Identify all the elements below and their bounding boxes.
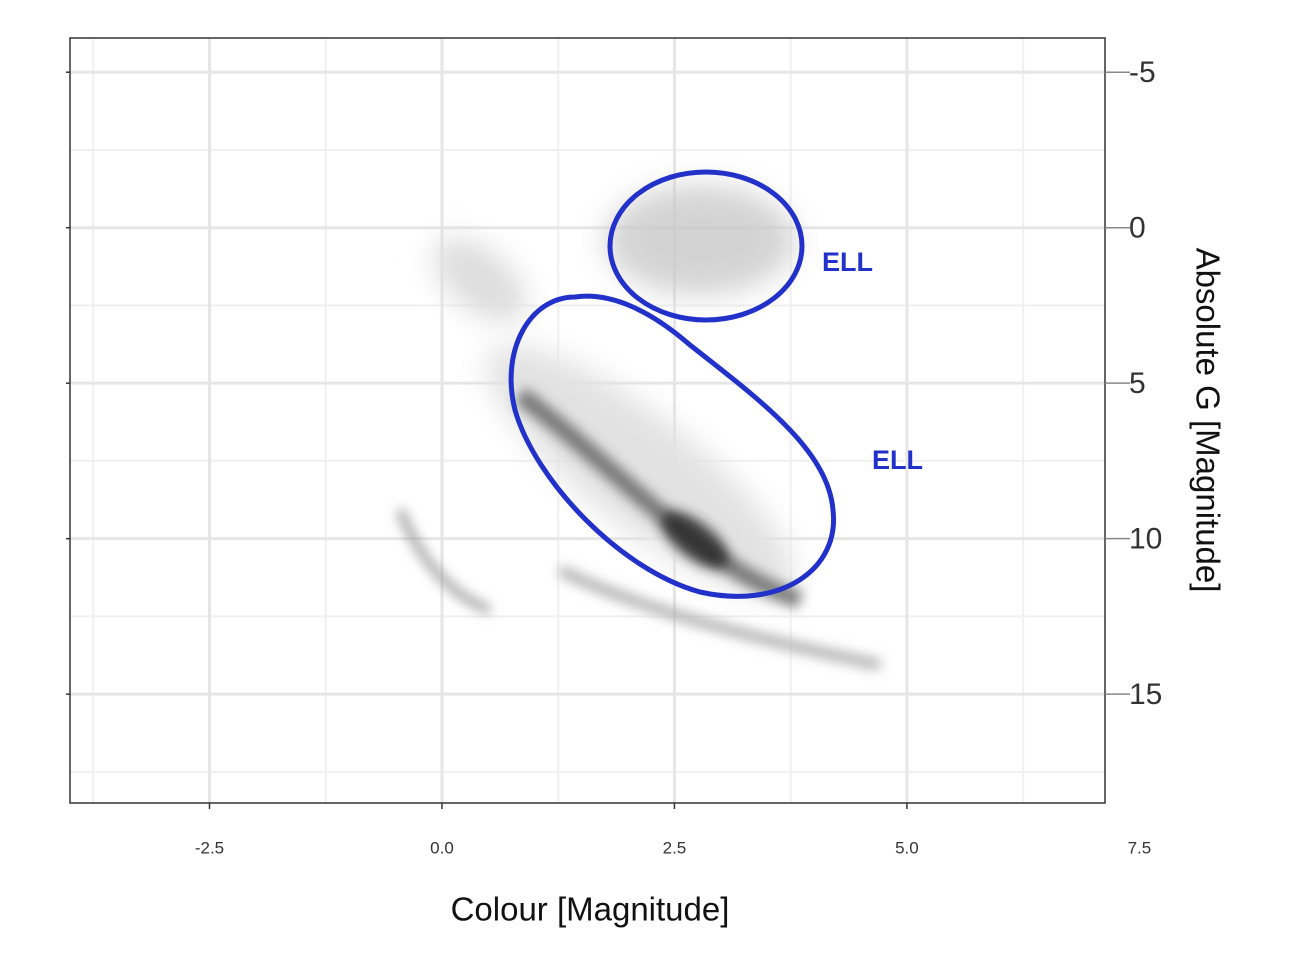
x-tick-label: -2.5 <box>195 838 224 857</box>
density-blob <box>486 345 794 595</box>
density-blob <box>433 237 527 323</box>
annotation: ELL <box>822 247 873 277</box>
x-axis-title: Colour [Magnitude] <box>451 891 730 928</box>
density-core <box>661 511 729 569</box>
density <box>396 185 882 670</box>
x-tick-label: 7.5 <box>1128 838 1152 857</box>
x-tick-label: 0.0 <box>430 838 454 857</box>
y-tick-label: -5 <box>1129 56 1156 89</box>
selection-ellipse <box>508 293 837 599</box>
y-tick-label: 10 <box>1129 523 1162 556</box>
density-arc <box>396 508 492 614</box>
x-tick-label: 2.5 <box>663 838 687 857</box>
annotation: ELL <box>872 445 923 475</box>
plot-frame <box>69 37 1106 804</box>
y-tick-label: 0 <box>1129 212 1146 245</box>
selection-ellipse <box>607 169 805 323</box>
x-tick-label: 5.0 <box>895 838 919 857</box>
density-arc <box>557 565 882 670</box>
grid <box>70 38 1105 803</box>
y-tick-label: 5 <box>1129 367 1146 400</box>
y-axis-title: Absolute G [Magnitude] <box>1189 248 1226 593</box>
y-tick-label: 15 <box>1129 678 1162 711</box>
density-blob <box>605 185 795 295</box>
